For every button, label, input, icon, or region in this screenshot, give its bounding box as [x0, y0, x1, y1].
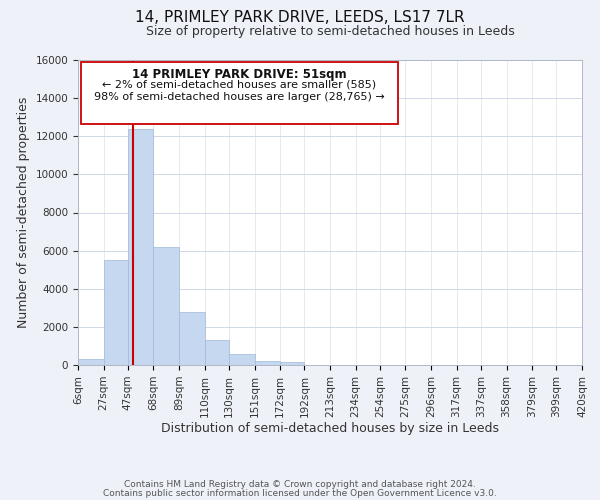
Title: Size of property relative to semi-detached houses in Leeds: Size of property relative to semi-detach…: [146, 25, 514, 38]
Bar: [154, 247, 179, 365]
Bar: [229, 354, 254, 365]
Y-axis label: Number of semi-detached properties: Number of semi-detached properties: [17, 97, 30, 328]
Text: Contains public sector information licensed under the Open Government Licence v3: Contains public sector information licen…: [103, 490, 497, 498]
Bar: [179, 312, 205, 365]
Text: 98% of semi-detached houses are larger (28,765) →: 98% of semi-detached houses are larger (…: [94, 92, 385, 102]
Text: 14, PRIMLEY PARK DRIVE, LEEDS, LS17 7LR: 14, PRIMLEY PARK DRIVE, LEEDS, LS17 7LR: [135, 10, 465, 25]
Bar: [205, 340, 229, 365]
FancyBboxPatch shape: [80, 62, 398, 124]
X-axis label: Distribution of semi-detached houses by size in Leeds: Distribution of semi-detached houses by …: [161, 422, 499, 436]
Text: Contains HM Land Registry data © Crown copyright and database right 2024.: Contains HM Land Registry data © Crown c…: [124, 480, 476, 489]
Text: ← 2% of semi-detached houses are smaller (585): ← 2% of semi-detached houses are smaller…: [102, 80, 376, 90]
Bar: [104, 260, 128, 365]
Text: 14 PRIMLEY PARK DRIVE: 51sqm: 14 PRIMLEY PARK DRIVE: 51sqm: [132, 68, 347, 80]
Bar: [254, 360, 280, 365]
Bar: [78, 360, 104, 365]
Bar: [280, 362, 304, 365]
Bar: [128, 128, 154, 365]
